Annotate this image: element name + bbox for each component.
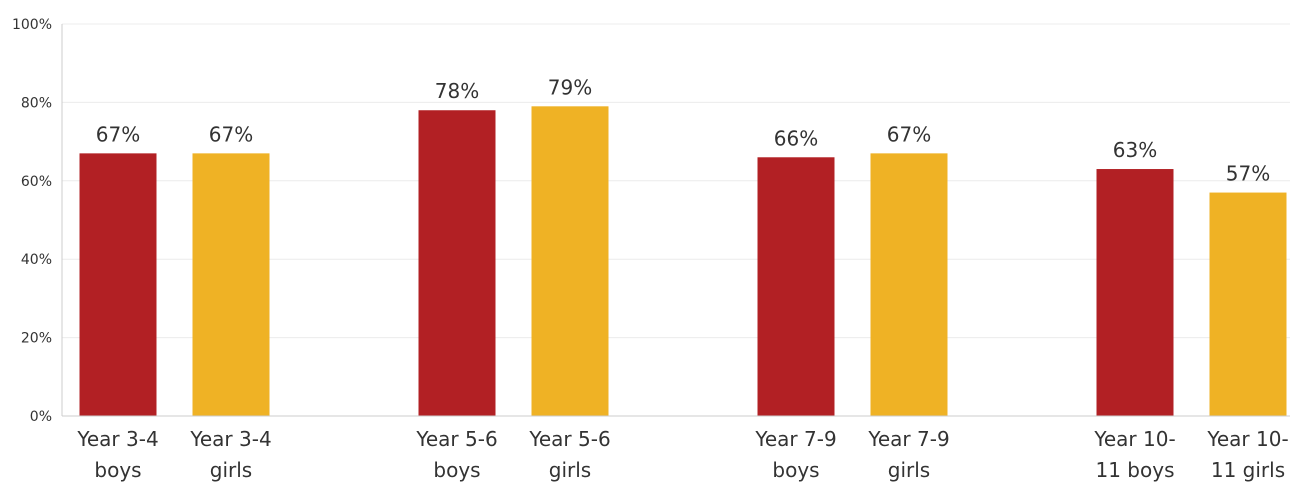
bar-boys (1096, 169, 1174, 416)
bar-value-label: 66% (774, 126, 818, 150)
bar-girls (531, 106, 609, 416)
x-tick-label: girls (549, 458, 591, 482)
x-tick-label: girls (888, 458, 930, 482)
y-tick-label: 0% (30, 409, 52, 425)
y-axis: 0% 20% 40% 60% 80% 100% (12, 17, 63, 425)
x-tick-label: 11 boys (1096, 458, 1175, 482)
x-tick-label: Year 10- (1206, 427, 1288, 451)
x-tick-label: Year 5-6 (415, 427, 497, 451)
x-tick-label: boys (433, 458, 480, 482)
y-tick-label: 100% (12, 17, 52, 33)
bar-girls (1209, 192, 1287, 416)
y-tick-label: 40% (21, 252, 52, 268)
x-tick-label: Year 3-4 (76, 427, 158, 451)
bar-boys (757, 157, 835, 416)
x-tick-label: girls (210, 458, 252, 482)
bar-boys (418, 110, 496, 417)
y-tick-label: 20% (21, 331, 52, 347)
bar-girls (870, 153, 948, 417)
y-tick-label: 80% (21, 95, 52, 111)
x-axis: Year 3-4 boys Year 3-4 girls Year 5-6 boys Yea… (62, 415, 1290, 482)
bar-value-label: 57% (1226, 162, 1270, 186)
x-tick-label: boys (772, 458, 819, 482)
bar-value-label: 78% (435, 79, 479, 103)
x-tick-label: Year 3-4 (189, 427, 271, 451)
bar-girls (192, 153, 270, 417)
bar-value-label: 63% (1113, 138, 1157, 162)
bar-value-label: 79% (548, 75, 592, 99)
bar-boys (79, 153, 157, 417)
y-tick-label: 60% (21, 174, 52, 190)
bar-value-label: 67% (887, 122, 931, 146)
x-tick-label: Year 7-9 (867, 427, 949, 451)
x-tick-label: Year 5-6 (528, 427, 610, 451)
x-tick-label: 11 girls (1211, 458, 1285, 482)
bars (79, 106, 1287, 417)
data-labels: 67% 67% 78% 79% 66% 67% 63% 57% (96, 75, 1270, 185)
x-tick-label: Year 7-9 (754, 427, 836, 451)
bar-value-label: 67% (209, 122, 253, 146)
x-tick-label: boys (94, 458, 141, 482)
x-tick-label: Year 10- (1093, 427, 1175, 451)
bar-value-label: 67% (96, 122, 140, 146)
